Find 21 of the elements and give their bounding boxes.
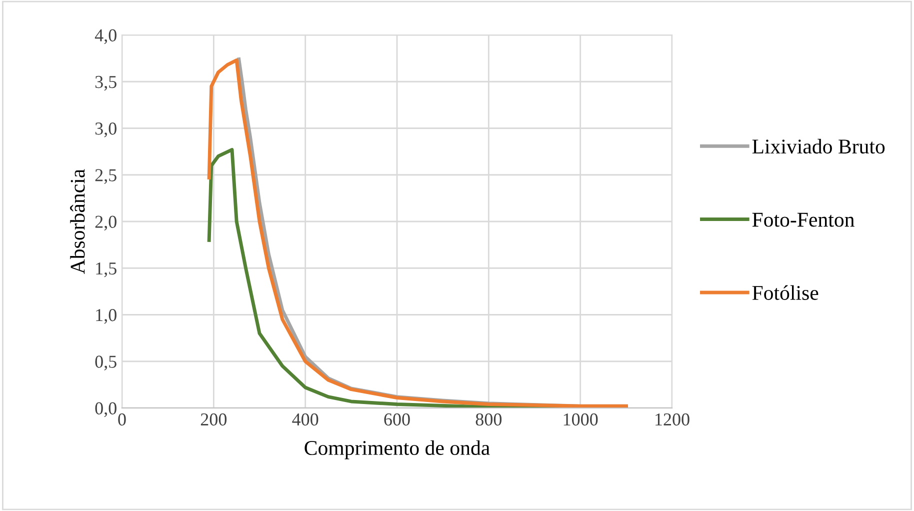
y-tick-label: 0,5	[95, 356, 116, 370]
y-tick-label: 2,0	[95, 216, 116, 231]
y-tick-label: 1,0	[96, 309, 116, 324]
y-tick-label: 3,0	[95, 122, 116, 138]
x-tick-label: 600	[384, 413, 410, 426]
x-tick-label: 800	[476, 413, 502, 426]
y-tick-label: 1,5	[96, 262, 116, 278]
y-axis-title: Absorbância	[70, 169, 85, 274]
y-tick-label: 3,5	[95, 76, 116, 91]
y-tick-label: 4,0	[94, 29, 116, 44]
legend-label: Fotólise	[752, 285, 818, 300]
y-tick-label: 0,0	[95, 402, 116, 418]
x-tick-label: 1200	[656, 413, 690, 426]
legend-label: Lixiviado Bruto	[752, 138, 885, 154]
x-tick-label: 1000	[564, 413, 598, 426]
x-tick-label: 200	[200, 413, 227, 426]
x-tick-label: 400	[292, 413, 318, 426]
legend-label: Foto-Fenton	[752, 212, 854, 227]
y-tick-label: 2,5	[95, 169, 116, 184]
x-tick-label: 0	[118, 413, 126, 426]
x-axis-title: Comprimento de onda	[304, 440, 490, 460]
